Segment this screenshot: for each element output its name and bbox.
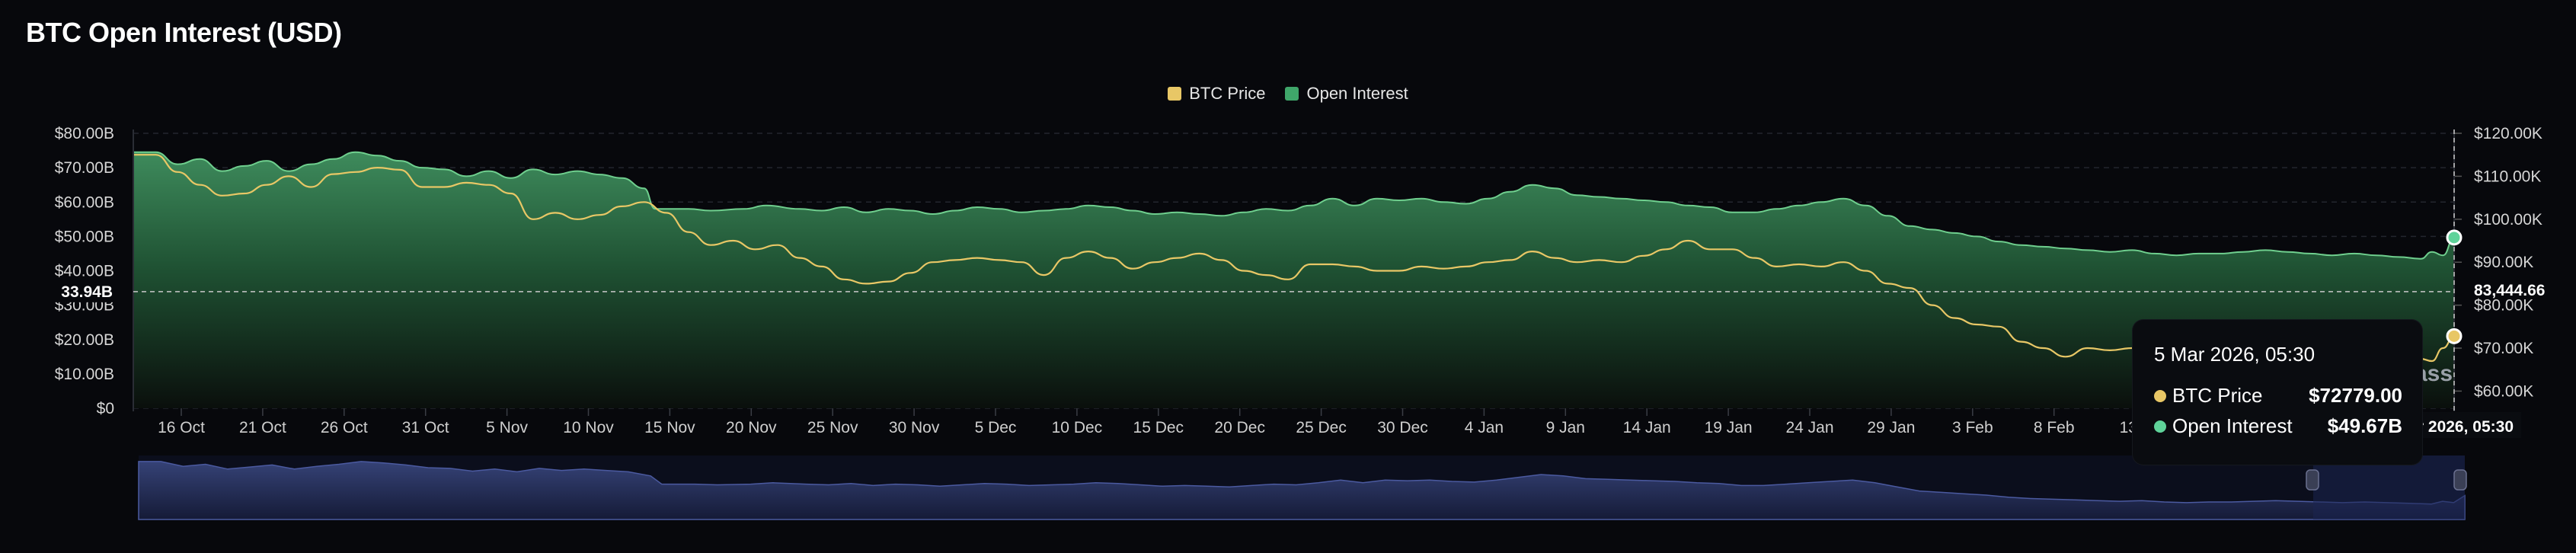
x-tick-label: 8 Feb (2034, 419, 2075, 436)
x-tick-label: 3 Feb (1952, 419, 1993, 436)
chart-title: BTC Open Interest (USD) (26, 17, 342, 48)
right-tick-label: $70.00K (2474, 340, 2533, 357)
x-tick-label: 24 Jan (1785, 419, 1833, 436)
crosshair-bottom-label: r 2026, 05:30 (2418, 418, 2514, 436)
x-tick-label: 5 Dec (975, 419, 1017, 436)
navigator-area (138, 461, 2466, 520)
x-tick-label: 25 Nov (807, 419, 858, 436)
navigator-handle-right (2453, 469, 2467, 491)
x-tick-label: 15 Nov (644, 419, 695, 436)
tooltip-row-open-interest: Open Interest $49.67B (2154, 414, 2402, 438)
tooltip-value-btc-price: $72779.00 (2309, 384, 2402, 407)
right-tick-label: $110.00K (2474, 168, 2541, 185)
legend-label-open-interest: Open Interest (1306, 84, 1408, 103)
x-tick-label: 10 Dec (1052, 419, 1103, 436)
legend-label-btc-price: BTC Price (1189, 84, 1266, 103)
right-tick-label: $120.00K (2474, 125, 2542, 142)
right-tick-label: $90.00K (2474, 254, 2533, 271)
x-tick-label: 26 Oct (321, 419, 368, 436)
right-tick-label: $80.00K (2474, 297, 2533, 315)
tooltip: 5 Mar 2026, 05:30 BTC Price $72779.00 Op… (2133, 320, 2422, 465)
x-tick-label: 14 Jan (1623, 419, 1671, 436)
left-tick-label: $70.00B (55, 159, 114, 177)
right-tick-label: $60.00K (2474, 382, 2533, 400)
x-tick-label: 9 Jan (1546, 419, 1585, 436)
navigator-handle-left (2306, 469, 2319, 491)
left-tick-label: $40.00B (55, 263, 114, 280)
chart-legend: BTC Price Open Interest (0, 84, 2576, 104)
crosshair-bottom-box (2422, 412, 2521, 438)
tooltip-dot-btc-price (2154, 389, 2166, 402)
left-axis: $0$10.00B$20.00B$30.00B$40.00B$50.00B$60… (55, 125, 134, 417)
x-tick-label: 31 Oct (402, 419, 449, 436)
right-tick-label: $100.00K (2474, 211, 2542, 229)
btc-price-point (2446, 328, 2463, 344)
left-tick-label: $0 (97, 400, 114, 417)
open-interest-point (2446, 229, 2463, 246)
x-tick-label: 30 Nov (889, 419, 940, 436)
open-interest-line (133, 151, 2455, 260)
x-tick-label: 10 Nov (563, 419, 614, 436)
tooltip-label-btc-price: BTC Price (2172, 384, 2263, 407)
tooltip-value-open-interest: $49.67B (2327, 414, 2402, 437)
navigator-selection (2313, 456, 2465, 519)
tooltip-label-open-interest: Open Interest (2172, 414, 2293, 437)
x-tick-label: 21 Oct (239, 419, 286, 436)
legend-swatch-open-interest (1285, 87, 1299, 101)
left-tick-label: $50.00B (55, 228, 114, 245)
x-tick-label: 19 Jan (1705, 419, 1753, 436)
x-tick-label: 20 Dec (1214, 419, 1265, 436)
tooltip-date: 5 Mar 2026, 05:30 (2154, 343, 2316, 366)
range-navigator[interactable] (138, 456, 2467, 520)
x-tick-label: 20 Nov (726, 419, 777, 436)
left-tick-label: $20.00B (55, 331, 114, 349)
x-tick-label: 30 Dec (1377, 419, 1428, 436)
x-tick-label: 15 Dec (1133, 419, 1184, 436)
x-tick-label: 16 Oct (158, 419, 205, 436)
btc-price-line (133, 154, 2455, 363)
open-interest-area (133, 152, 2454, 409)
x-tick-label: 5 Nov (486, 419, 528, 436)
left-tick-label: $10.00B (55, 366, 114, 383)
crosshair-left-label: 33.94B (61, 283, 113, 301)
left-tick-label: $60.00B (55, 193, 114, 211)
right-axis: $60.00K $70.00K $80.00K $90.00K $100.00K $110… (2453, 125, 2542, 411)
x-tick-label: 29 Jan (1867, 419, 1915, 436)
x-tick-label: 4 Jan (1465, 419, 1504, 436)
tooltip-row-btc-price: BTC Price $72779.00 (2154, 384, 2402, 408)
x-tick-label: 25 Dec (1296, 419, 1347, 436)
crosshair-left-box (53, 279, 119, 302)
legend-item-open-interest[interactable]: Open Interest (1285, 84, 1408, 104)
tooltip-dot-open-interest (2154, 420, 2166, 433)
legend-item-btc-price[interactable]: BTC Price (1168, 84, 1265, 104)
crosshair-right-label: 83,444.66 (2474, 282, 2545, 299)
left-tick-label: $80.00B (55, 125, 114, 142)
legend-swatch-btc-price (1168, 87, 1182, 101)
x-axis: 16 Oct 21 Oct 26 Oct 31 Oct 5 Nov 10 Nov 15 No… (158, 408, 2152, 436)
